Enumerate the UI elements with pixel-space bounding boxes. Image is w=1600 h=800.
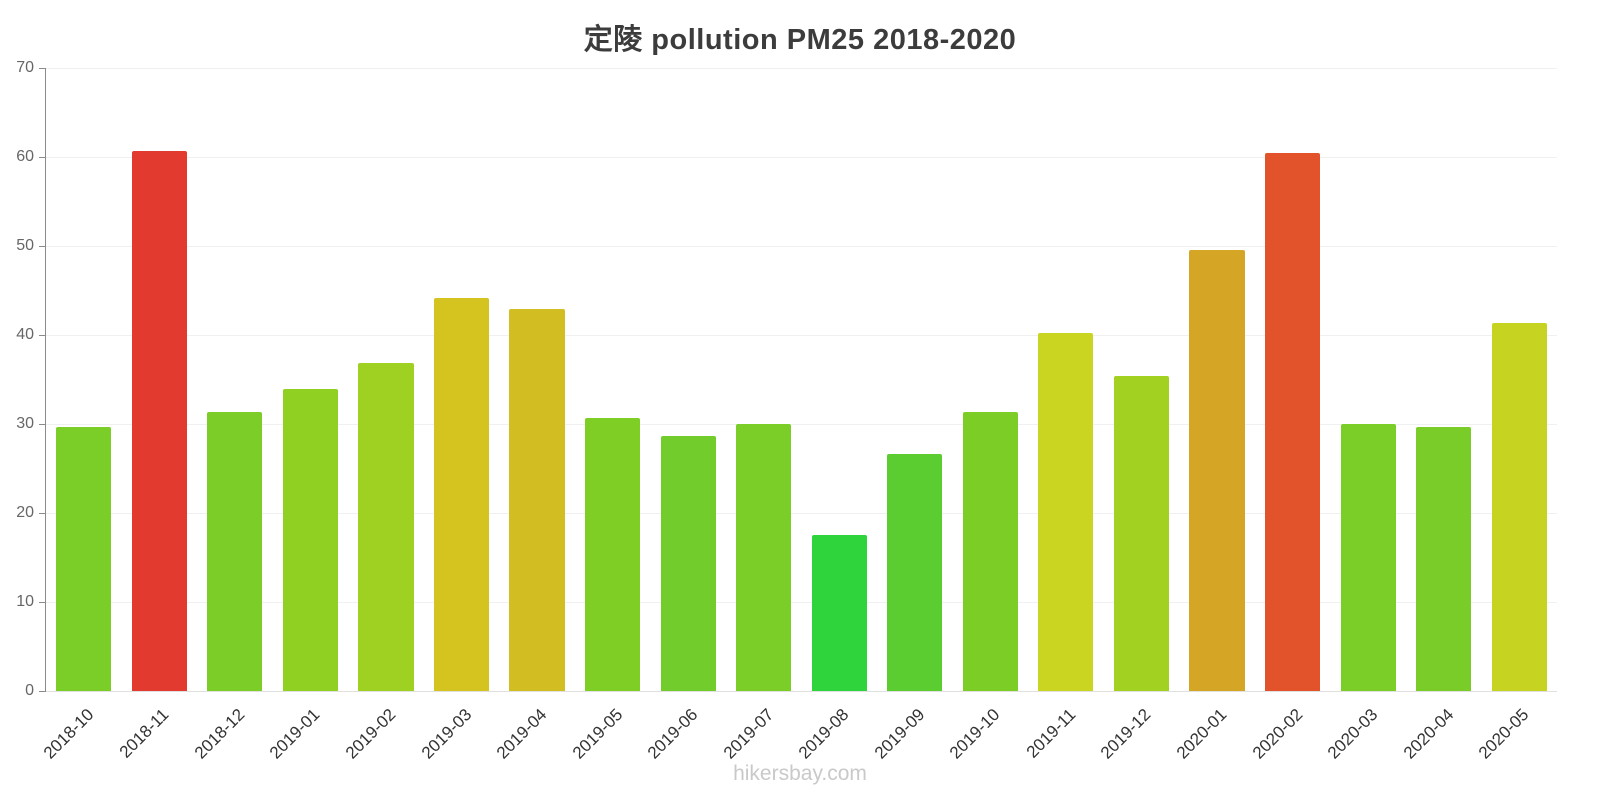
bar-2019-12[interactable]: [1113, 375, 1169, 691]
bar-2019-01[interactable]: [282, 389, 338, 691]
bar-2020-04[interactable]: [1416, 426, 1472, 691]
bar-slot: 2018-11: [116, 68, 198, 762]
bar-2019-02[interactable]: [358, 362, 414, 691]
bar-slot: 2019-12: [1097, 68, 1180, 763]
y-axis-label: 70: [16, 59, 34, 76]
bar-2019-03[interactable]: [433, 297, 490, 691]
bar-2019-09[interactable]: [887, 454, 943, 691]
bar-slot: 2019-09: [871, 68, 953, 763]
y-axis-tick: [39, 691, 46, 692]
y-axis-label: 40: [16, 326, 34, 343]
gridline: [46, 68, 1557, 69]
bar-slot: 2019-08: [795, 68, 877, 763]
bar-slot: 2019-05: [568, 68, 651, 763]
y-axis-label: 30: [16, 415, 34, 432]
bar-slot: 2019-11: [1023, 68, 1104, 762]
y-axis-label: 60: [16, 148, 34, 165]
bar-2019-06[interactable]: [660, 436, 716, 691]
bar-2020-03[interactable]: [1340, 424, 1396, 691]
bar-slot: 2020-02: [1248, 68, 1331, 763]
y-axis-tick: [39, 513, 46, 514]
bar-slot: 2019-02: [342, 68, 424, 763]
bar-2020-02[interactable]: [1264, 153, 1321, 691]
bar-slot: 2019-03: [417, 68, 500, 763]
plot-area: 0 10 20 30 40 50 60 70 2018-10 2018-11 2018-12 201…: [16, 59, 1557, 763]
gridline: [46, 424, 1557, 425]
y-axis-label: 10: [16, 593, 34, 610]
bar-slot: 2019-07: [720, 68, 802, 763]
bar-2020-05[interactable]: [1491, 323, 1547, 691]
y-axis-tick: [39, 68, 46, 69]
chart-title: 定陵 pollution PM25 2018-2020: [583, 24, 1017, 56]
bar-2019-08[interactable]: [811, 535, 867, 691]
bar-slot: 2019-01: [266, 68, 349, 763]
gridline: [46, 157, 1557, 158]
gridline: [46, 335, 1557, 336]
y-axis-tick: [39, 157, 46, 158]
gridline: [46, 246, 1557, 247]
bar-slot: 2020-01: [1173, 68, 1255, 763]
bar-2019-07[interactable]: [736, 424, 792, 691]
bar-2019-05[interactable]: [585, 417, 641, 691]
y-axis-label: 0: [25, 682, 34, 699]
x-axis-baseline: [46, 691, 1557, 692]
bar-slot: 2019-10: [946, 68, 1029, 763]
bar-2019-10[interactable]: [962, 412, 1018, 691]
y-axis-tick: [39, 335, 46, 336]
bar-2018-11[interactable]: [131, 150, 187, 691]
bar-slot: 2018-12: [191, 68, 273, 763]
bar-2020-01[interactable]: [1189, 250, 1245, 691]
bar-2018-10[interactable]: [56, 426, 112, 691]
watermark: hikersbay.com: [733, 762, 867, 785]
y-axis-tick: [39, 246, 46, 247]
bar-slot: 2020-05: [1475, 68, 1557, 763]
y-axis-label: 20: [16, 504, 34, 521]
y-axis-label: 50: [16, 237, 34, 254]
gridline: [46, 602, 1557, 603]
bar-slot: 2018-10: [40, 68, 122, 763]
y-axis-tick: [39, 602, 46, 603]
bar-series: 2018-10 2018-11 2018-12 2019-01 2019-02 2019-…: [40, 68, 1557, 763]
bar-slot: 2019-06: [644, 68, 726, 763]
y-axis-tick: [39, 424, 46, 425]
bar-slot: 2020-04: [1400, 68, 1482, 763]
bar-2019-11[interactable]: [1038, 333, 1094, 691]
bar-2018-12[interactable]: [207, 412, 263, 691]
bar-2019-04[interactable]: [509, 309, 565, 691]
gridline: [46, 513, 1557, 514]
bar-slot: 2020-03: [1324, 68, 1406, 763]
bar-slot: 2019-04: [493, 68, 575, 763]
